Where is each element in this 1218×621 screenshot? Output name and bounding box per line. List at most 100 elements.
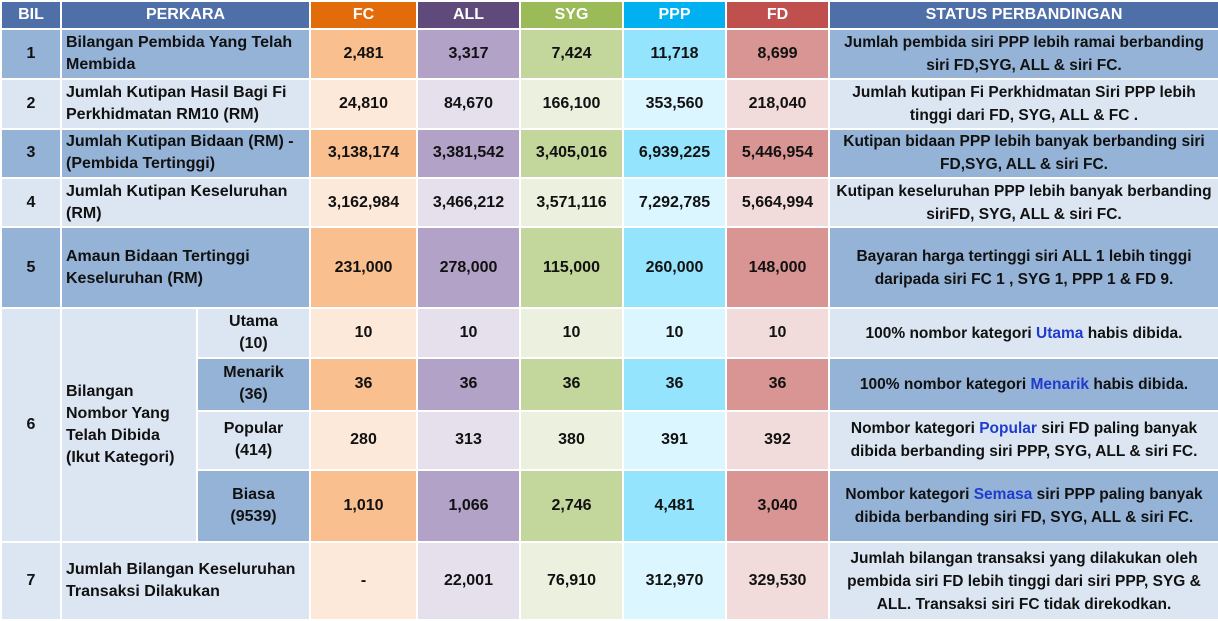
- category-count: (36): [239, 386, 268, 404]
- status-text-pre: Nombor kategori: [845, 486, 974, 504]
- cell-syg: 2,746: [519, 468, 624, 544]
- row-number: 2: [0, 78, 62, 130]
- status-text-post: habis dibida.: [1089, 375, 1189, 393]
- cell-all: 313: [416, 409, 521, 471]
- row-label: Bilangan Pembida Yang Telah Membida: [60, 27, 311, 81]
- cell-all: 22,001: [416, 541, 521, 621]
- cell-fd: 3,040: [725, 468, 830, 544]
- cell-fd: 329,530: [725, 541, 830, 621]
- cell-ppp: 391: [622, 409, 727, 471]
- table-row: 2 Jumlah Kutipan Hasil Bagi Fi Perkhidma…: [0, 78, 1218, 130]
- cell-all: 84,670: [416, 78, 521, 130]
- status-text-pre: 100% nombor kategori: [865, 324, 1037, 342]
- category-count: (10): [239, 335, 268, 352]
- status-text: Jumlah kutipan Fi Perkhidmatan Siri PPP …: [828, 78, 1218, 130]
- cell-ppp: 36: [622, 357, 727, 412]
- cell-all: 3,381,542: [416, 127, 521, 179]
- cell-ppp: 6,939,225: [622, 127, 727, 179]
- row-number: 7: [0, 541, 62, 621]
- cell-fc: 231,000: [309, 226, 418, 309]
- row-number: 6: [0, 306, 62, 544]
- cell-all: 10: [416, 306, 521, 360]
- row-number: 1: [0, 27, 62, 81]
- row-label: Jumlah Kutipan Bidaan (RM) - (Pembida Te…: [60, 127, 311, 179]
- cell-fc: 2,481: [309, 27, 418, 81]
- cell-fd: 8,699: [725, 27, 830, 81]
- status-text: Kutipan bidaan PPP lebih banyak berbandi…: [828, 127, 1218, 179]
- status-text-post: siri FD paling banyak dibida berbanding …: [850, 420, 1198, 461]
- header-syg: SYG: [519, 0, 624, 30]
- table-row: 3 Jumlah Kutipan Bidaan (RM) - (Pembida …: [0, 127, 1218, 179]
- status-text-pre: 100% nombor kategori: [859, 375, 1031, 393]
- table-row: Biasa (9539) 1,010 1,066 2,746 4,481 3,04…: [1, 468, 1218, 544]
- header-perkara: PERKARA: [60, 0, 311, 30]
- status-text-post: habis dibida.: [1083, 324, 1183, 342]
- cell-fd: 148,000: [725, 226, 830, 309]
- cell-syg: 36: [519, 357, 624, 412]
- status-highlight: Menarik: [1030, 375, 1090, 393]
- status-text: 100% nombor kategori Utama habis dibida.: [828, 306, 1218, 360]
- status-text-post: siri PPP paling banyak dibida berbanding…: [854, 486, 1203, 527]
- header-status: STATUS PERBANDINGAN: [828, 0, 1218, 30]
- cell-ppp: 353,560: [622, 78, 727, 130]
- table-row: 6 Bilangan Nombor Yang Telah Dibida (Iku…: [0, 306, 1218, 544]
- table-row: Popular (414) 280 313 380 391 392 Nombor …: [1, 409, 1218, 471]
- cell-fd: 5,446,954: [725, 127, 830, 179]
- row-label: Bilangan Nombor Yang Telah Dibida (Ikut …: [60, 306, 198, 544]
- header-fd: FD: [725, 0, 830, 30]
- row-number: 3: [0, 127, 62, 179]
- status-text: Nombor kategori Semasa siri PPP paling b…: [828, 468, 1218, 544]
- category-label: Popular (414): [196, 409, 311, 471]
- cell-ppp: 10: [622, 306, 727, 360]
- cell-ppp: 7,292,785: [622, 176, 727, 229]
- status-text: Kutipan keseluruhan PPP lebih banyak ber…: [828, 176, 1218, 229]
- cell-fc: 10: [309, 306, 418, 360]
- status-text: 100% nombor kategori Menarik habis dibid…: [828, 357, 1218, 412]
- table-row: 1 Bilangan Pembida Yang Telah Membida 2,…: [0, 27, 1218, 81]
- cell-ppp: 312,970: [622, 541, 727, 621]
- category-name: Menarik: [223, 364, 284, 382]
- cell-syg: 3,571,116: [519, 176, 624, 229]
- cell-fc: 36: [309, 357, 418, 412]
- cell-all: 1,066: [416, 468, 521, 544]
- status-highlight: Utama: [1036, 324, 1084, 342]
- category-count: (414): [234, 442, 273, 460]
- cell-ppp: 11,718: [622, 27, 727, 81]
- header-row: BIL PERKARA FC ALL SYG PPP FD STATUS PER…: [0, 0, 1218, 30]
- cell-fc: 3,138,174: [309, 127, 418, 179]
- cell-syg: 166,100: [519, 78, 624, 130]
- cell-fc: 3,162,984: [309, 176, 418, 229]
- cell-fc: 1,010: [309, 468, 418, 544]
- table-row: 7 Jumlah Bilangan Keseluruhan Transaksi …: [0, 541, 1218, 621]
- category-label: Menarik (36): [196, 357, 311, 412]
- table-row: 5 Amaun Bidaan Tertinggi Keseluruhan (RM…: [0, 226, 1218, 309]
- cell-syg: 10: [519, 306, 624, 360]
- category-name: Utama: [229, 313, 278, 330]
- cell-fc: 24,810: [309, 78, 418, 130]
- cell-fc: -: [309, 541, 418, 621]
- status-highlight: Semasa: [973, 486, 1033, 504]
- category-name: Popular: [223, 420, 284, 438]
- cell-syg: 76,910: [519, 541, 624, 621]
- row-label: Jumlah Kutipan Keseluruhan (RM): [60, 176, 311, 229]
- status-text: Jumlah pembida siri PPP lebih ramai berb…: [828, 27, 1218, 81]
- cell-ppp: 260,000: [622, 226, 727, 309]
- cell-fd: 392: [725, 409, 830, 471]
- cell-ppp: 4,481: [622, 468, 727, 544]
- header-all: ALL: [416, 0, 521, 30]
- status-highlight: Popular: [979, 420, 1037, 438]
- cell-fd: 36: [725, 357, 830, 412]
- status-text: Jumlah bilangan transaksi yang dilakukan…: [828, 541, 1218, 621]
- category-count: (9539): [230, 508, 277, 526]
- cell-syg: 7,424: [519, 27, 624, 81]
- status-text-pre: Nombor kategori: [850, 420, 980, 438]
- row-number: 5: [0, 226, 62, 309]
- cell-fc: 280: [309, 409, 418, 471]
- cell-all: 278,000: [416, 226, 521, 309]
- table-row: Menarik (36) 36 36 36 36 36 100% nombor k…: [1, 357, 1218, 412]
- category-name: Biasa: [232, 486, 275, 504]
- category-label: Biasa (9539): [196, 468, 311, 544]
- row-number: 4: [0, 176, 62, 229]
- header-fc: FC: [309, 0, 418, 30]
